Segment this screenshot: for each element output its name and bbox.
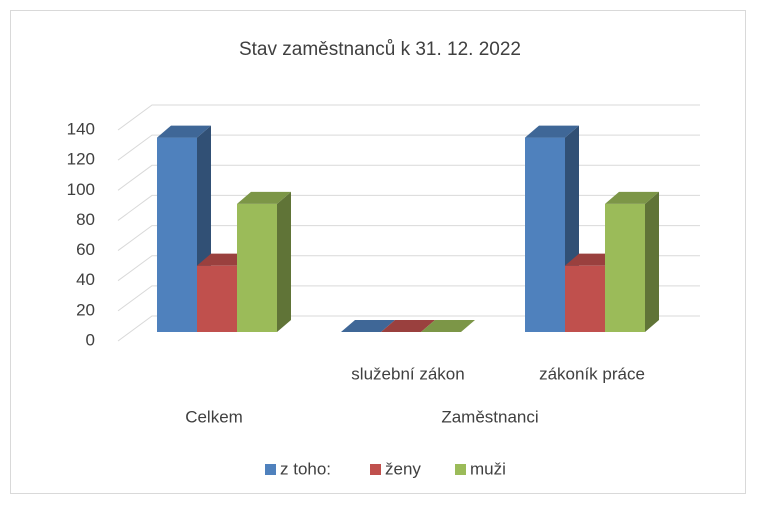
bar — [237, 203, 277, 332]
grid-line — [117, 104, 700, 131]
grid-line — [117, 285, 700, 312]
x-tick-label: zákoník práce — [539, 364, 645, 383]
bar — [605, 203, 645, 332]
category-group-label: Celkem — [185, 407, 243, 426]
bar — [525, 137, 565, 332]
grid-line — [117, 255, 700, 282]
legend-swatch — [455, 464, 466, 475]
y-tick-label: 40 — [76, 270, 95, 289]
grid-line — [117, 194, 700, 221]
chart-title: Stav zaměstnanců k 31. 12. 2022 — [239, 39, 521, 60]
legend-label: z toho: — [280, 459, 331, 478]
bar-top — [237, 191, 291, 204]
y-tick-label: 120 — [67, 150, 95, 169]
bar-top — [341, 320, 395, 332]
bar-side — [645, 191, 659, 332]
bar-top — [381, 320, 435, 332]
bar-top — [525, 125, 579, 138]
y-tick-label: 0 — [86, 330, 95, 349]
grid-line — [117, 134, 700, 161]
grid-line — [117, 315, 700, 342]
bar-top — [605, 191, 659, 204]
y-tick-label: 20 — [76, 300, 95, 319]
legend-swatch — [370, 464, 381, 475]
bar — [565, 265, 605, 332]
bar-side — [277, 191, 291, 332]
y-tick-label: 60 — [76, 240, 95, 259]
y-tick-label: 140 — [67, 119, 95, 138]
grid-line — [117, 164, 700, 191]
bar — [157, 137, 197, 332]
bar — [197, 265, 237, 332]
category-group-label: Zaměstnanci — [441, 407, 538, 426]
bar-top — [157, 125, 211, 138]
legend-label: muži — [470, 459, 506, 478]
legend-label: ženy — [385, 459, 421, 478]
x-tick-label: služební zákon — [351, 364, 464, 383]
bar-top — [421, 320, 475, 332]
grid-line — [117, 225, 700, 251]
legend-swatch — [265, 464, 276, 475]
y-tick-label: 80 — [76, 210, 95, 229]
y-tick-label: 100 — [67, 180, 95, 199]
